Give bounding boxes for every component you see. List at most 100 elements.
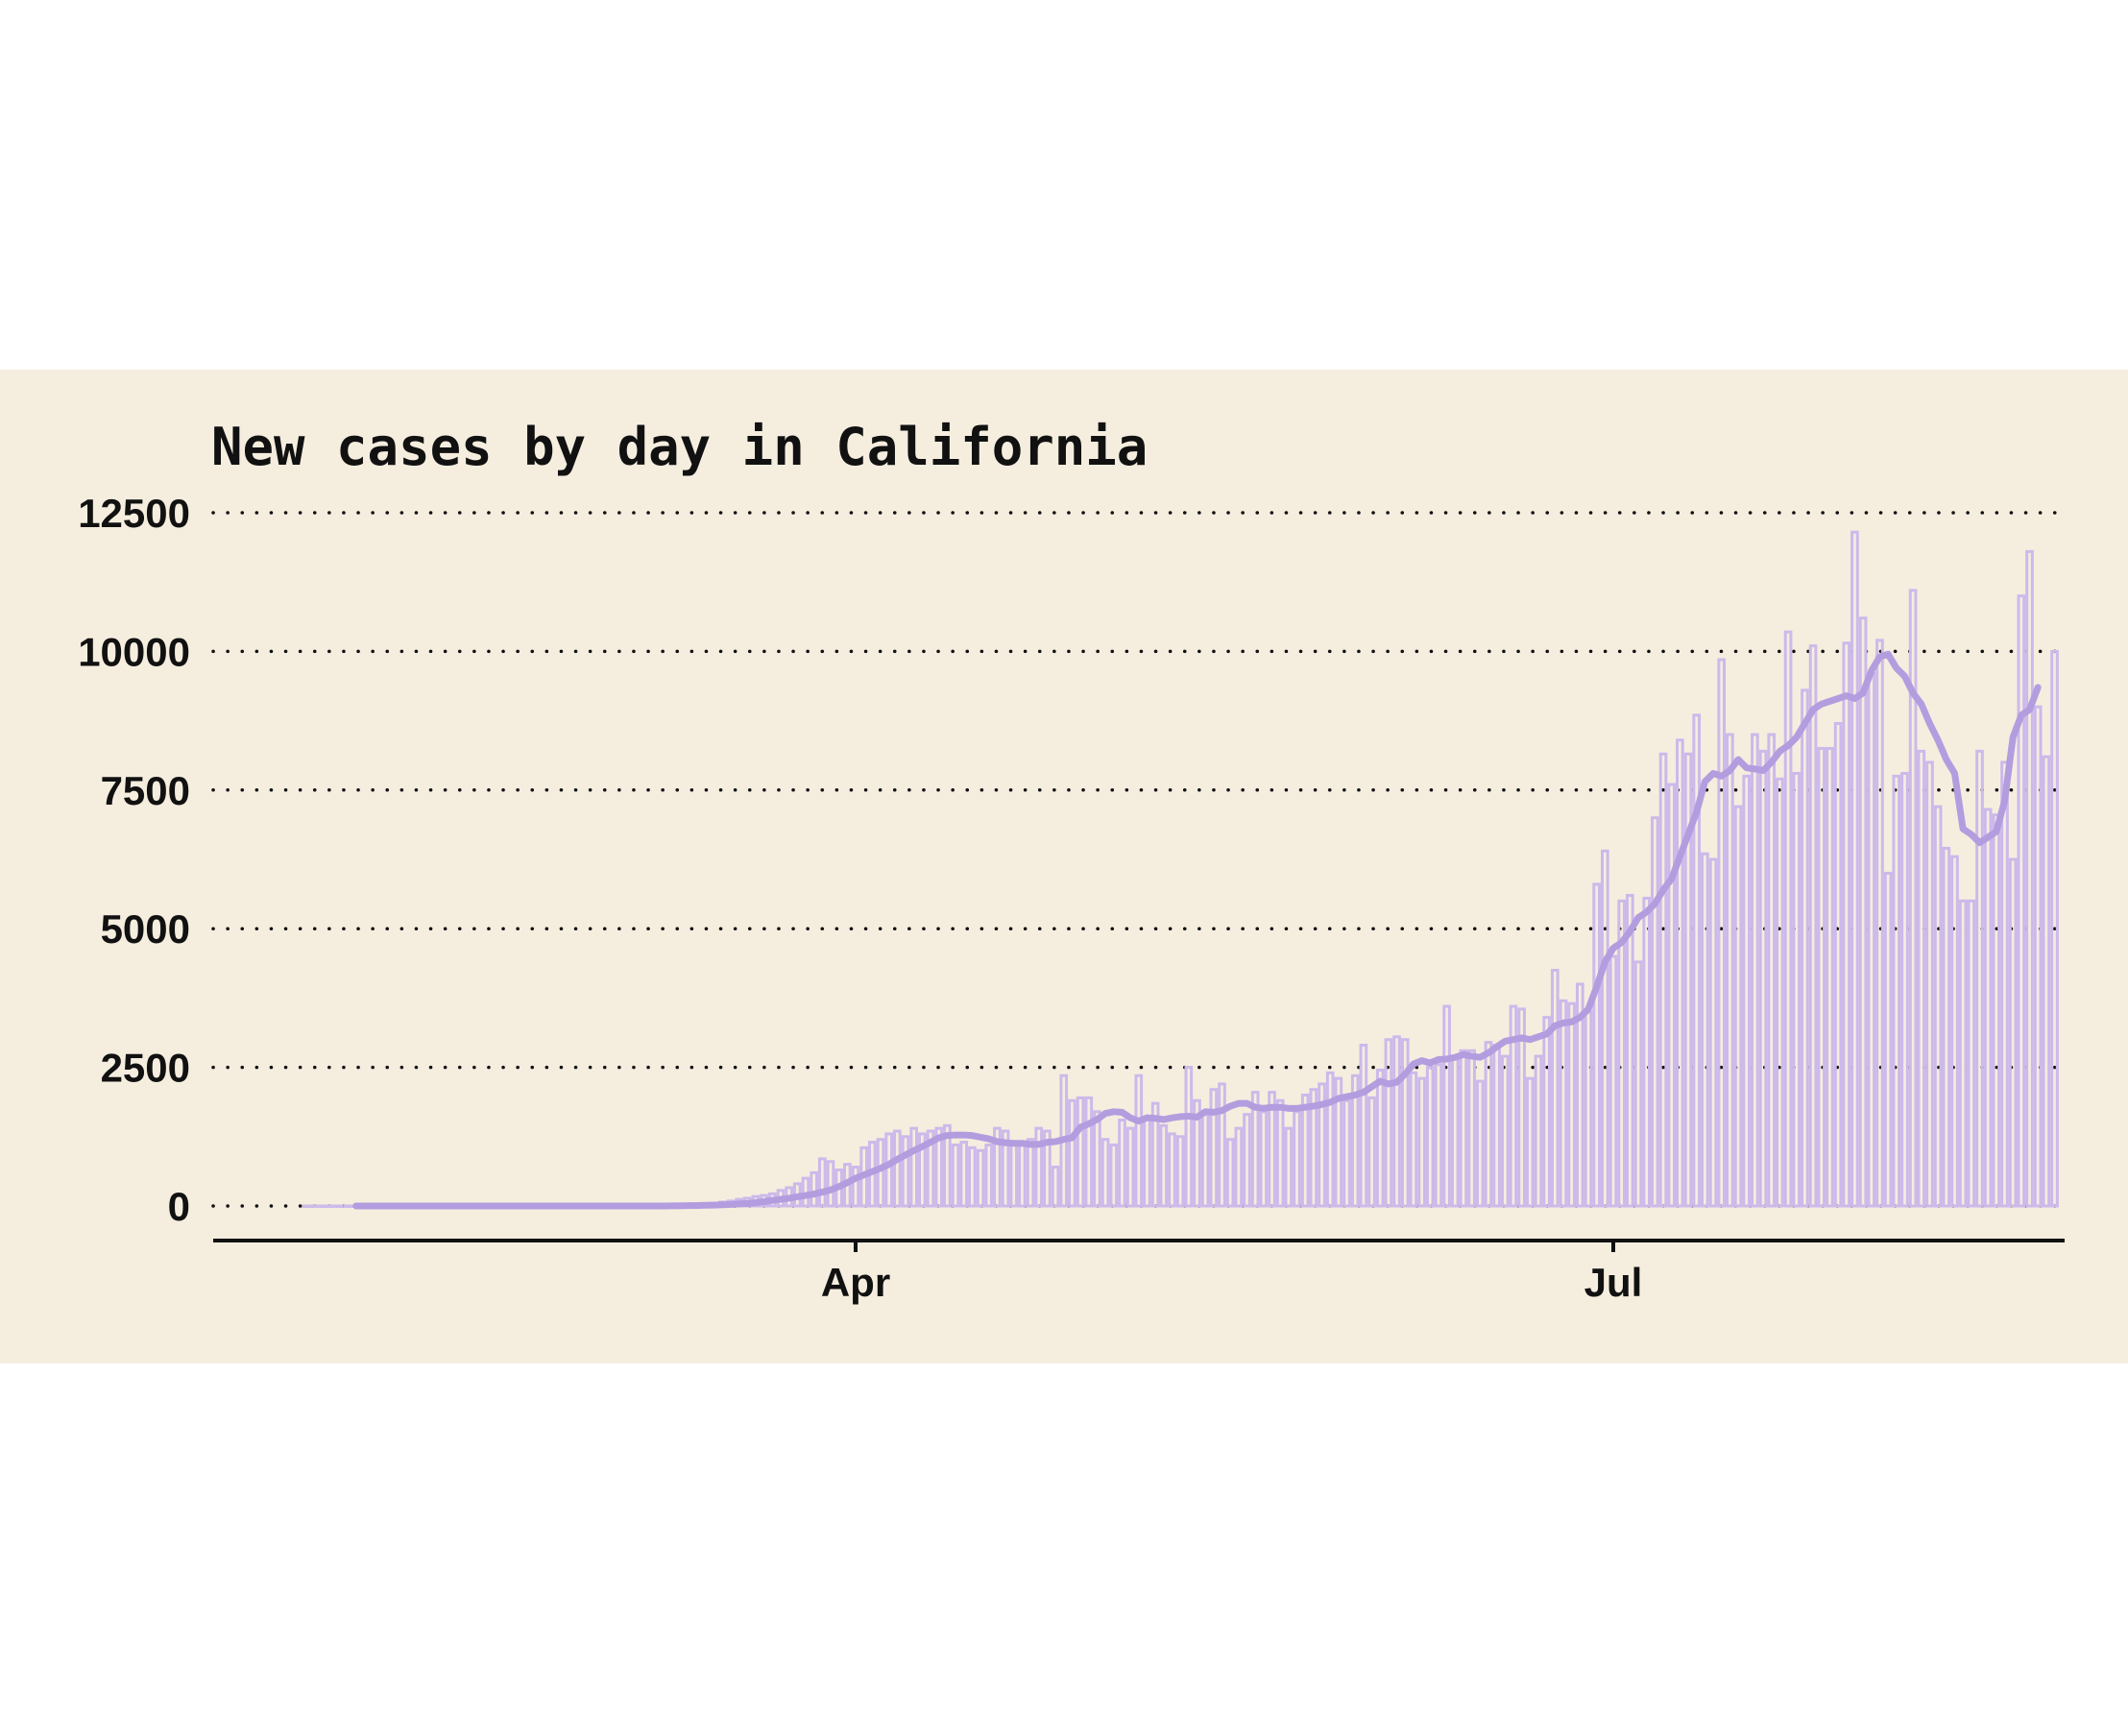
bar [343,1204,352,1208]
bar [1350,1073,1360,1208]
bar [876,1138,885,1208]
bar [1193,1098,1201,1208]
bar [1134,1073,1144,1208]
bar [1742,774,1752,1208]
bar [968,1145,977,1208]
bar [1300,1093,1310,1208]
bar [1567,1001,1576,1208]
bar [2000,760,2009,1208]
bar [1892,774,1901,1208]
bar [909,1126,919,1208]
bar [1018,1141,1027,1208]
bar [1683,752,1693,1208]
bar [826,1160,835,1208]
bar [1883,871,1893,1208]
x-tick-label-jul: Jul [1584,1260,1643,1305]
y-tick-label-12500: 12500 [78,491,190,536]
bar [1933,805,1943,1208]
bar [918,1132,927,1208]
bar [1492,1044,1501,1208]
bar [1334,1076,1343,1208]
bar [993,1126,1002,1208]
bar [1792,771,1802,1208]
bar [1517,1007,1526,1208]
bar [1026,1138,1035,1208]
bar [2017,594,2026,1208]
bar [1434,1063,1443,1208]
bar [1068,1098,1076,1208]
bar [1125,1126,1135,1208]
bar [1900,771,1909,1208]
bar [1942,846,1951,1208]
bar [817,1157,827,1208]
bar [1733,805,1743,1208]
bar [1243,1113,1251,1208]
bar [951,1143,960,1208]
bar [901,1135,910,1208]
bar [1034,1126,1044,1208]
y-tick-label-5000: 5000 [101,906,190,952]
bar [1708,857,1718,1208]
bar [1783,630,1793,1208]
bar [1293,1110,1301,1208]
bar [1858,616,1868,1208]
bar [1159,1123,1169,1208]
bar [884,1132,894,1208]
bar [1717,658,1727,1208]
bar [1143,1116,1151,1208]
bar [1384,1038,1393,1208]
bar [1751,733,1759,1208]
bar [1175,1135,1185,1208]
bar [1917,749,1926,1208]
bar [1076,1096,1085,1208]
bar [1525,1076,1535,1208]
bar [1450,1057,1460,1208]
bar [1459,1049,1468,1208]
bar [1001,1129,1010,1208]
bars [302,530,2059,1208]
bar [1817,746,1826,1208]
bar [1534,1054,1543,1208]
bar [1268,1091,1276,1208]
bar [1150,1101,1160,1208]
bar [1925,760,1934,1208]
average-line [352,650,2042,1210]
bar [1309,1088,1318,1208]
bar [1801,688,1809,1208]
bar [1359,1044,1368,1208]
bar [1692,713,1702,1208]
bar [1318,1082,1326,1208]
bar [1234,1126,1244,1208]
y-tick-label-7500: 7500 [101,768,190,813]
bar [1642,896,1652,1208]
bar [1284,1126,1294,1208]
bar [1043,1129,1052,1208]
bar [1808,644,1818,1208]
bar [1658,752,1668,1208]
bar [1983,808,1993,1208]
bar [1908,589,1918,1208]
bar [1259,1110,1269,1208]
bar [926,1129,935,1208]
bar [1626,894,1634,1208]
bar [1633,960,1643,1208]
bar [943,1123,952,1208]
bar [1325,1071,1335,1208]
bar [1275,1098,1285,1208]
bar [1250,1091,1260,1208]
bar [335,1204,344,1208]
bar [1651,816,1659,1208]
bar [1776,777,1784,1208]
bar [810,1170,818,1208]
bar [302,1204,311,1208]
bar [1542,1016,1551,1208]
bar [1417,1076,1426,1208]
bar [1475,1079,1485,1208]
bar [1975,749,1984,1208]
bar [1559,999,1568,1208]
bar [1425,1066,1435,1208]
bar [1209,1088,1219,1208]
bar [1118,1118,1126,1208]
bar [1409,1071,1418,1208]
